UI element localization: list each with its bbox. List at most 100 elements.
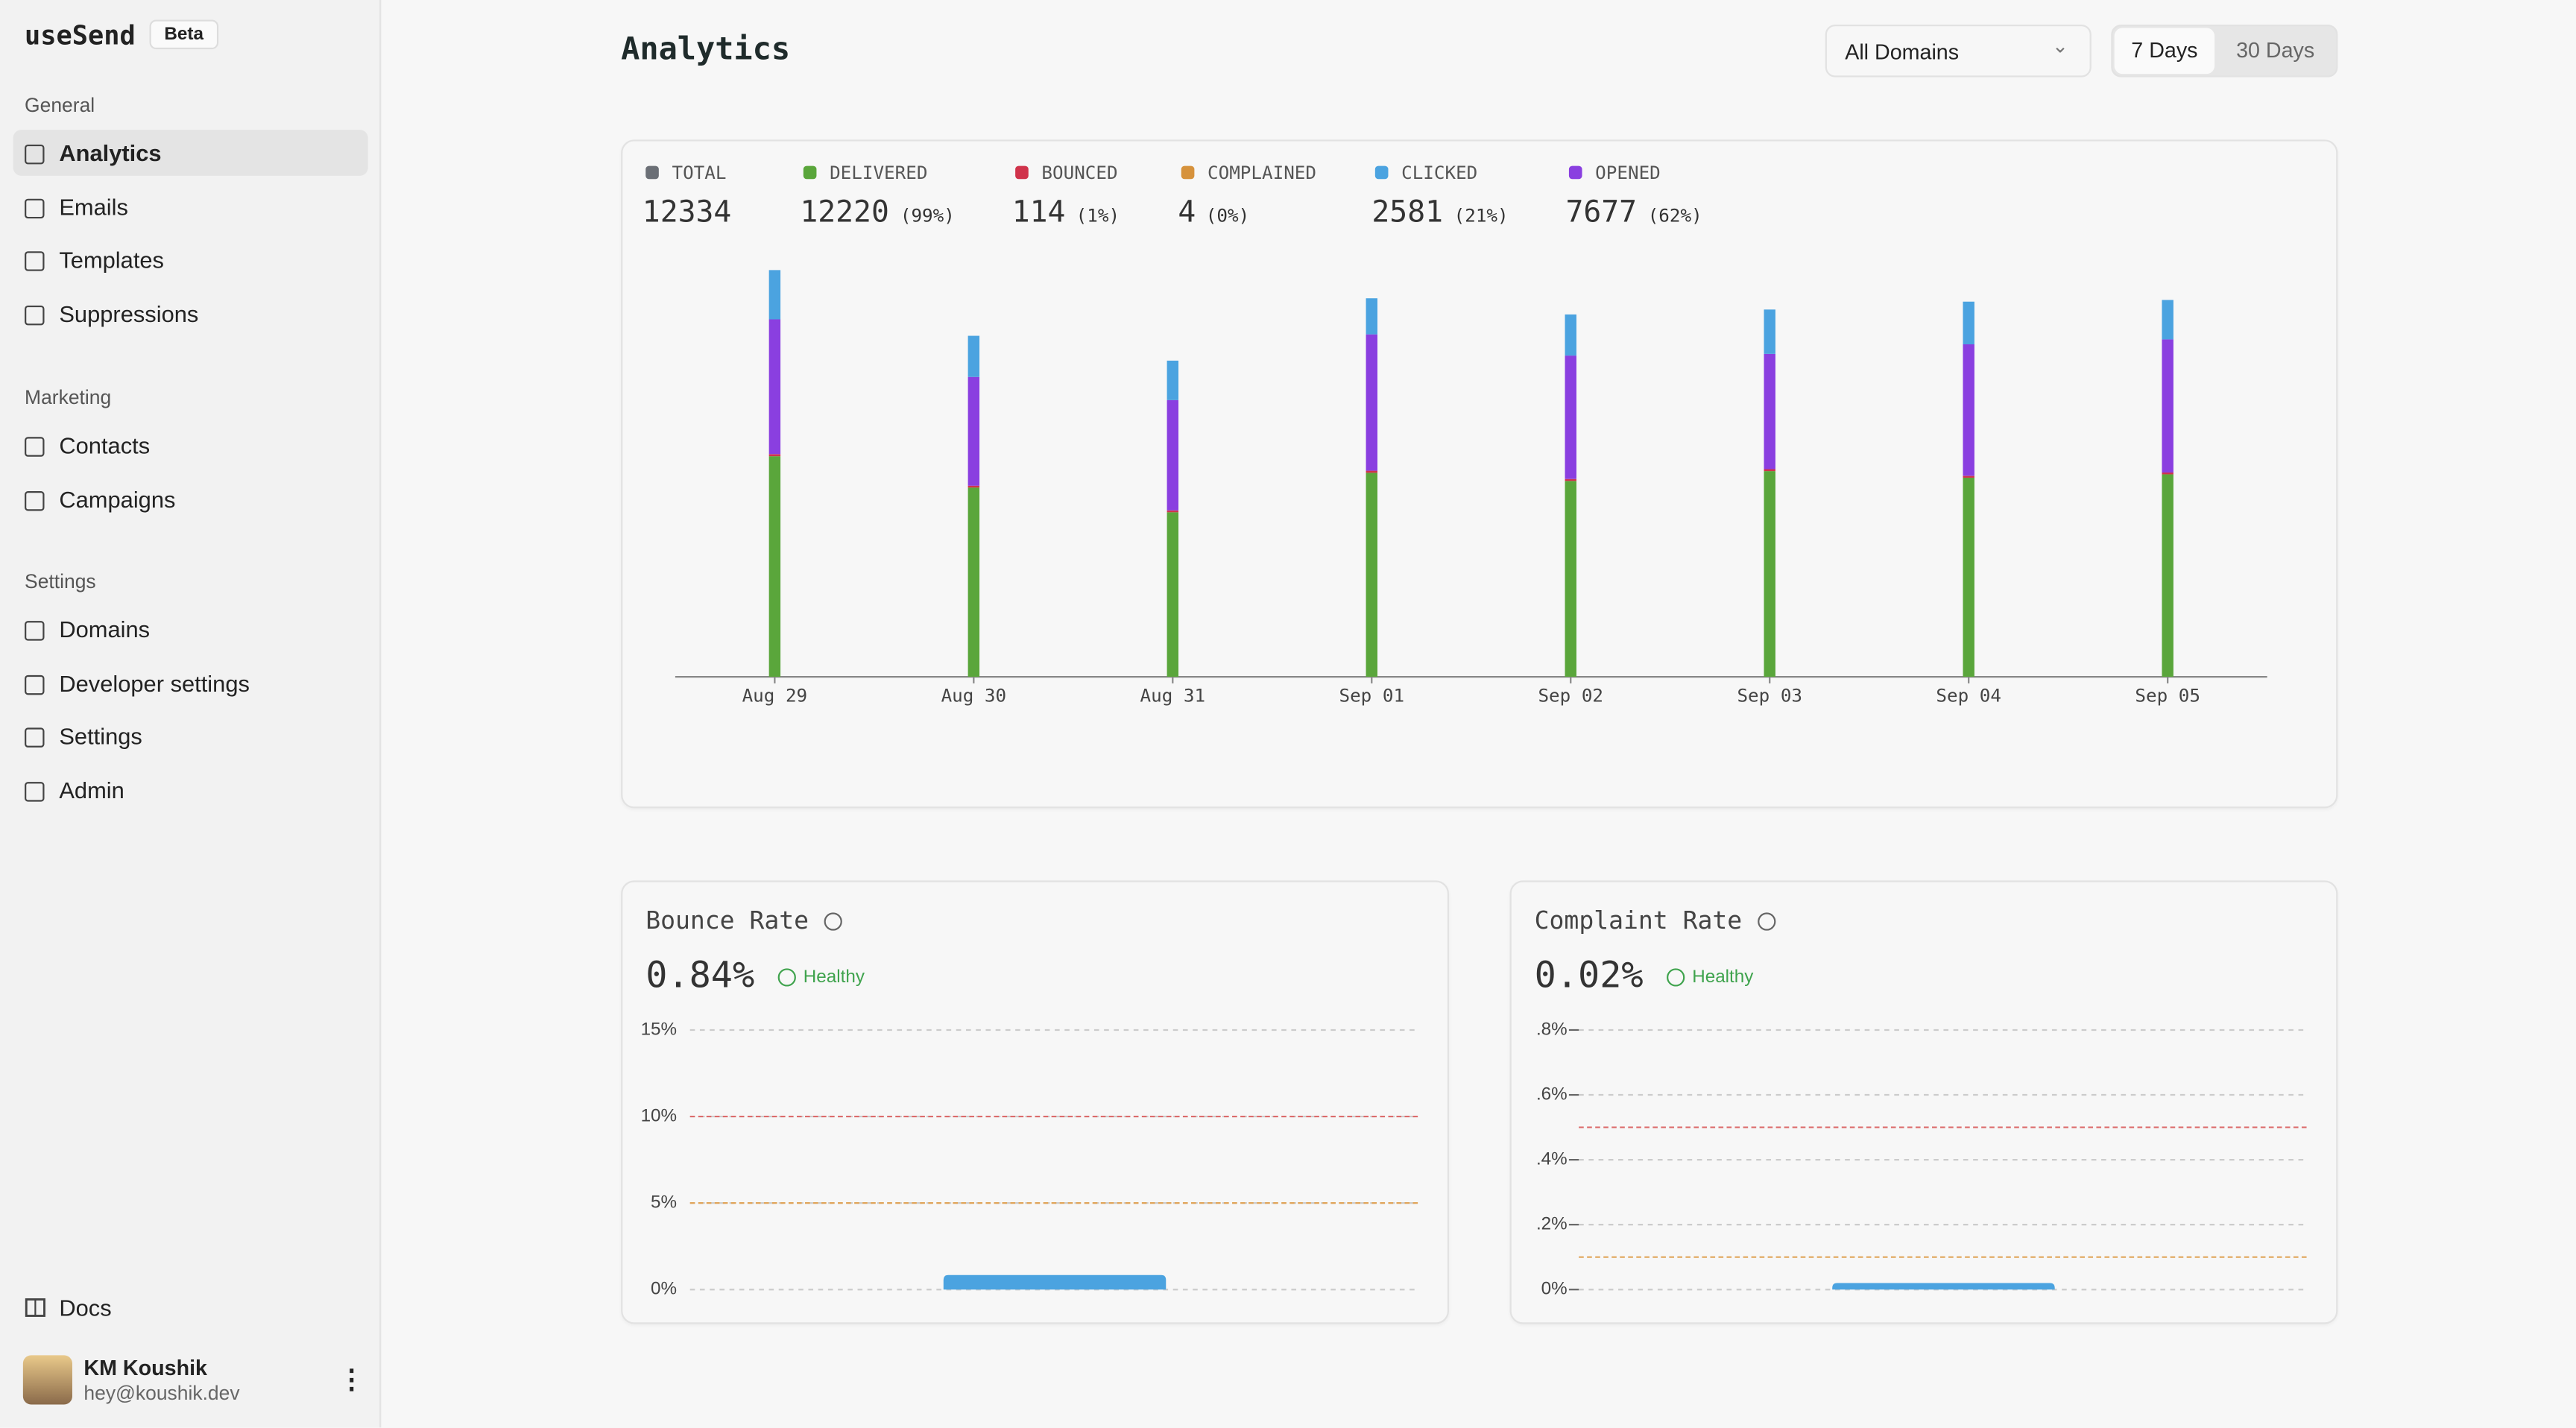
nav-item[interactable]: Domains — [59, 616, 151, 642]
docs-link[interactable]: Docs — [59, 1294, 112, 1321]
bar-segment — [1963, 344, 1974, 476]
bar-segment — [967, 487, 980, 677]
x-tick-label: Sep 01 — [1339, 685, 1405, 707]
bar — [943, 1274, 1167, 1290]
bar-segment — [1167, 512, 1179, 677]
bar-segment — [1366, 473, 1377, 677]
status-icon — [777, 968, 796, 987]
stat-label: CLICKED — [1401, 162, 1478, 184]
status: Healthy — [804, 967, 865, 987]
bar-segment — [1764, 469, 1775, 472]
nav-item[interactable]: Admin — [59, 777, 124, 803]
stat-value: 7677 — [1565, 195, 1638, 230]
bar-segment — [2162, 473, 2174, 475]
bar-segment — [1167, 399, 1179, 511]
nav-icon — [25, 437, 45, 457]
sidebar: useSend Beta Docs KM Koushik hey@koushik… — [0, 0, 382, 1428]
bar-segment — [967, 376, 980, 486]
bar-segment — [967, 485, 980, 488]
bar-segment — [967, 335, 980, 377]
user-name: KM Koushik — [83, 1355, 207, 1380]
nav-item[interactable]: Suppressions — [59, 300, 199, 327]
chart-title: Bounce Rate — [645, 906, 809, 935]
docs-icon — [25, 1298, 45, 1317]
bar-segment — [2162, 474, 2174, 677]
nav-item[interactable]: Templates — [59, 247, 164, 274]
stat-label: COMPLAINED — [1208, 162, 1317, 184]
nav-icon — [25, 781, 45, 802]
chevron: ⌄ — [2051, 34, 2069, 58]
page-title: Analytics — [621, 31, 791, 68]
y-tick-label: 0% — [651, 1279, 677, 1299]
x-tick-label: Sep 05 — [2135, 685, 2200, 707]
bounce-card — [621, 880, 1450, 1324]
rate-value: 0.84% — [645, 954, 754, 996]
complaint-card — [1509, 880, 2338, 1324]
nav-group-title: General — [25, 93, 95, 117]
bar-segment — [1963, 476, 1974, 478]
bar-segment — [1565, 481, 1576, 677]
y-tick-label: 5% — [651, 1192, 677, 1213]
bar-segment — [1565, 314, 1576, 356]
bar-segment — [1366, 470, 1377, 473]
y-tick-label: .6% — [1536, 1084, 1568, 1104]
bar-segment — [1167, 360, 1179, 400]
y-tick-label: .4% — [1536, 1149, 1568, 1169]
range-button[interactable]: 30 Days — [2236, 37, 2315, 63]
bar-segment — [768, 319, 781, 455]
nav-icon — [25, 305, 45, 325]
stat-dot — [803, 165, 817, 180]
range-button[interactable]: 7 Days — [2114, 28, 2215, 75]
stat-pct: (21%) — [1453, 205, 1509, 227]
nav-icon — [25, 490, 45, 511]
x-tick-label: Sep 04 — [1936, 685, 2001, 707]
info-icon — [1758, 912, 1776, 931]
nav-icon — [25, 198, 45, 218]
bar-segment — [1764, 471, 1775, 677]
bar-segment — [1963, 301, 1974, 345]
bar-segment — [768, 456, 781, 677]
stat-value: 12220 — [800, 195, 889, 230]
domain-select-label: All Domains — [1845, 39, 1960, 64]
stat-label: OPENED — [1595, 162, 1661, 184]
bar-segment — [1764, 309, 1775, 354]
stat-value: 2581 — [1371, 195, 1443, 230]
stat-dot — [1374, 165, 1389, 180]
nav-item[interactable]: Campaigns — [59, 485, 176, 512]
bar-segment — [1565, 478, 1576, 481]
nav-item[interactable]: Contacts — [59, 432, 151, 458]
x-tick-label: Sep 02 — [1538, 685, 1603, 707]
bar — [1832, 1283, 2055, 1290]
y-tick-label: 15% — [641, 1019, 678, 1039]
beta-badge: Beta — [149, 19, 218, 50]
nav-icon — [25, 251, 45, 272]
avatar — [22, 1355, 72, 1405]
nav-item[interactable]: Analytics — [59, 139, 162, 166]
nav-group-title: Marketing — [25, 385, 112, 409]
stat-dot — [645, 165, 659, 180]
x-tick-label: Sep 03 — [1737, 685, 1802, 707]
domain-select[interactable]: All Domains ⌄ — [1825, 25, 2092, 78]
nav-item[interactable]: Emails — [59, 193, 128, 220]
user-menu[interactable]: ⋮ — [338, 1366, 365, 1395]
info-icon — [824, 912, 842, 931]
stat-dot — [1181, 165, 1195, 180]
rate-value: 0.02% — [1535, 954, 1644, 996]
range-toggle: 7 Days 30 Days — [2111, 25, 2338, 78]
nav-item[interactable]: Developer settings — [59, 669, 250, 696]
nav-icon — [25, 144, 45, 165]
stat-value: 4 — [1178, 195, 1196, 230]
stat-label: DELIVERED — [830, 162, 928, 184]
bar-segment — [768, 454, 781, 457]
bar-segment — [2162, 300, 2174, 340]
nav-item[interactable]: Settings — [59, 723, 142, 750]
chart-title: Complaint Rate — [1535, 906, 1743, 935]
nav-icon — [25, 674, 45, 695]
bar-segment — [1366, 334, 1377, 471]
bar-segment — [1963, 477, 1974, 677]
stat-value: 114 — [1011, 195, 1066, 230]
bar-segment — [1366, 298, 1377, 335]
stat-dot — [1568, 165, 1582, 180]
